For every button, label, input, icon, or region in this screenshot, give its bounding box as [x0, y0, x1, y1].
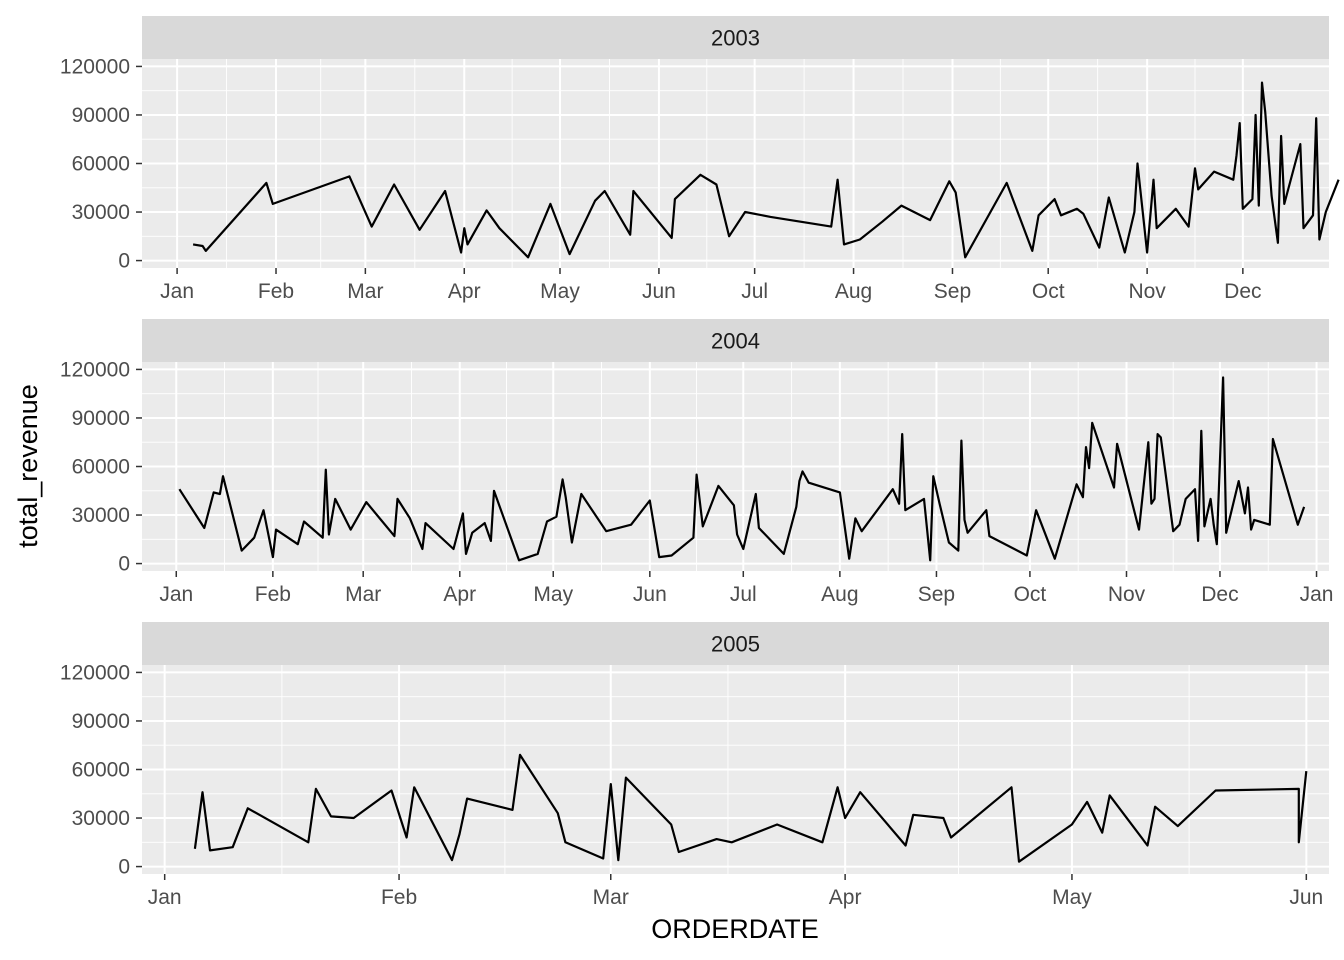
y-tick-label: 60000: [72, 759, 130, 782]
x-tick-label: Apr: [829, 886, 862, 909]
y-tick-label: 90000: [72, 407, 130, 430]
facet-panel-2003: 2003 0 30000 60000 90000 120000 Jan Feb Mar Apr Ma…: [60, 16, 1340, 303]
y-tick-label: 30000: [72, 201, 130, 224]
x-tick-label: Jan: [159, 583, 193, 606]
x-tick-label: Aug: [835, 280, 872, 303]
x-tick-label: Mar: [593, 886, 629, 909]
x-tick-label: Mar: [345, 583, 381, 606]
x-tick-label: Feb: [255, 583, 291, 606]
facet-strip-label: 2003: [711, 26, 760, 51]
y-tick-label: 30000: [72, 504, 130, 527]
y-tick-label: 0: [118, 856, 130, 879]
y-axis-title: total_revenue: [13, 384, 43, 548]
y-tick-label: 0: [118, 553, 130, 576]
x-tick-label: Jan: [160, 280, 194, 303]
x-tick-label: Aug: [821, 583, 858, 606]
facet-strip-label: 2004: [711, 329, 760, 354]
x-tick-label: Apr: [443, 583, 476, 606]
x-tick-label: May: [533, 583, 573, 606]
x-tick-label: Oct: [1014, 583, 1047, 606]
x-tick-label: Jun: [1289, 886, 1323, 909]
x-tick-label: Jul: [741, 280, 768, 303]
facet-strip: [142, 16, 1329, 59]
y-tick-label: 30000: [72, 807, 130, 830]
y-tick-label: 120000: [60, 358, 130, 381]
y-tick-label: 0: [118, 250, 130, 273]
x-tick-label: Nov: [1108, 583, 1146, 606]
x-tick-label: Jan: [148, 886, 182, 909]
x-tick-label: Nov: [1128, 280, 1166, 303]
series-line-2005: [193, 753, 1308, 863]
facet-panel-2005: 2005 0 30000 60000 90000 120000 Jan Feb Mar Apr Ma…: [60, 622, 1329, 909]
x-tick-label: Oct: [1032, 280, 1065, 303]
y-tick-label: 120000: [60, 55, 130, 78]
x-tick-label: May: [540, 280, 580, 303]
series-line-2004: [178, 376, 1306, 562]
y-tick-label: 60000: [72, 456, 130, 479]
facet-strip: [142, 319, 1329, 362]
x-axis-title: ORDERDATE: [651, 914, 819, 944]
y-tick-label: 120000: [60, 661, 130, 684]
x-tick-label: Sep: [934, 280, 971, 303]
x-tick-label: Jun: [633, 583, 667, 606]
x-tick-label: Jan: [1300, 583, 1334, 606]
series-line-2003: [192, 81, 1340, 259]
x-tick-label: Dec: [1201, 583, 1238, 606]
x-tick-label: Dec: [1224, 280, 1261, 303]
x-tick-label: Jun: [642, 280, 676, 303]
x-tick-label: Feb: [381, 886, 417, 909]
x-tick-label: Sep: [918, 583, 955, 606]
x-tick-label: May: [1052, 886, 1092, 909]
facet-strip-label: 2005: [711, 632, 760, 657]
x-tick-label: Mar: [347, 280, 383, 303]
facet-strip: [142, 622, 1329, 665]
x-tick-label: Apr: [448, 280, 481, 303]
y-tick-label: 90000: [72, 104, 130, 127]
x-tick-label: Feb: [258, 280, 294, 303]
y-tick-label: 60000: [72, 153, 130, 176]
y-tick-label: 90000: [72, 710, 130, 733]
facet-panel-2004: 2004 0 30000 60000 90000 120000 Jan Feb Mar Apr Ma…: [60, 319, 1334, 606]
x-tick-label: Jul: [730, 583, 757, 606]
